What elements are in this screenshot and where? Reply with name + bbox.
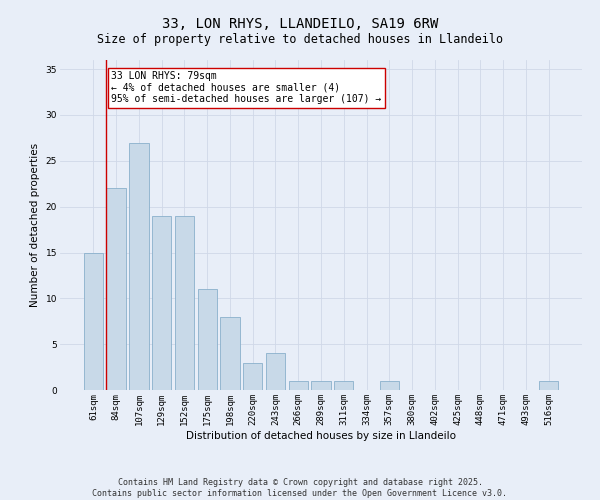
X-axis label: Distribution of detached houses by size in Llandeilo: Distribution of detached houses by size …	[186, 430, 456, 440]
Bar	[175, 216, 194, 390]
Bar	[220, 316, 239, 390]
Text: 33 LON RHYS: 79sqm
← 4% of detached houses are smaller (4)
95% of semi-detached : 33 LON RHYS: 79sqm ← 4% of detached hous…	[111, 71, 381, 104]
Bar	[289, 381, 308, 390]
Bar	[84, 252, 103, 390]
Bar	[539, 381, 558, 390]
Bar	[243, 362, 262, 390]
Text: 33, LON RHYS, LLANDEILO, SA19 6RW: 33, LON RHYS, LLANDEILO, SA19 6RW	[162, 18, 438, 32]
Text: Size of property relative to detached houses in Llandeilo: Size of property relative to detached ho…	[97, 32, 503, 46]
Bar	[311, 381, 331, 390]
Bar	[129, 142, 149, 390]
Bar	[334, 381, 353, 390]
Bar	[106, 188, 126, 390]
Bar	[197, 289, 217, 390]
Text: Contains HM Land Registry data © Crown copyright and database right 2025.
Contai: Contains HM Land Registry data © Crown c…	[92, 478, 508, 498]
Bar	[266, 354, 285, 390]
Y-axis label: Number of detached properties: Number of detached properties	[30, 143, 40, 307]
Bar	[152, 216, 172, 390]
Bar	[380, 381, 399, 390]
